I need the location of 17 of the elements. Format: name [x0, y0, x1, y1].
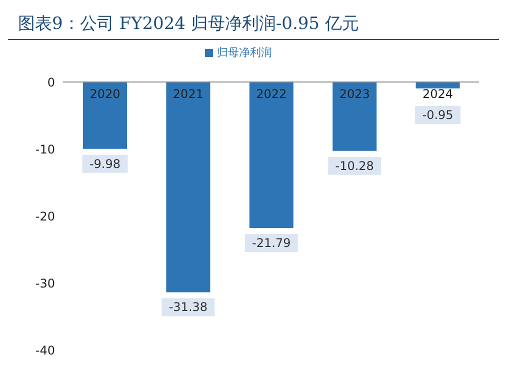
x-tick-label: 2022 — [256, 87, 287, 101]
legend-label: 归母净利润 — [217, 46, 272, 59]
x-tick-label: 2024 — [422, 87, 454, 101]
data-label: -21.79 — [252, 236, 291, 250]
chart-title: 图表9：公司 FY2024 归母净利润-0.95 亿元 — [8, 8, 499, 40]
y-tick-label: -10 — [35, 142, 55, 156]
data-label: -10.28 — [335, 158, 374, 173]
y-tick-label: -40 — [35, 343, 55, 358]
y-tick-label: 0 — [47, 75, 55, 90]
data-label: -0.95 — [422, 108, 454, 122]
x-tick-label: 2021 — [172, 87, 204, 101]
data-label: -9.98 — [89, 156, 121, 171]
y-tick-label: -20 — [35, 209, 55, 224]
x-tick-label: 2020 — [90, 87, 120, 101]
y-tick-label: -30 — [35, 276, 55, 290]
x-tick-label: 2023 — [339, 87, 370, 101]
data-label: -31.38 — [168, 300, 208, 314]
